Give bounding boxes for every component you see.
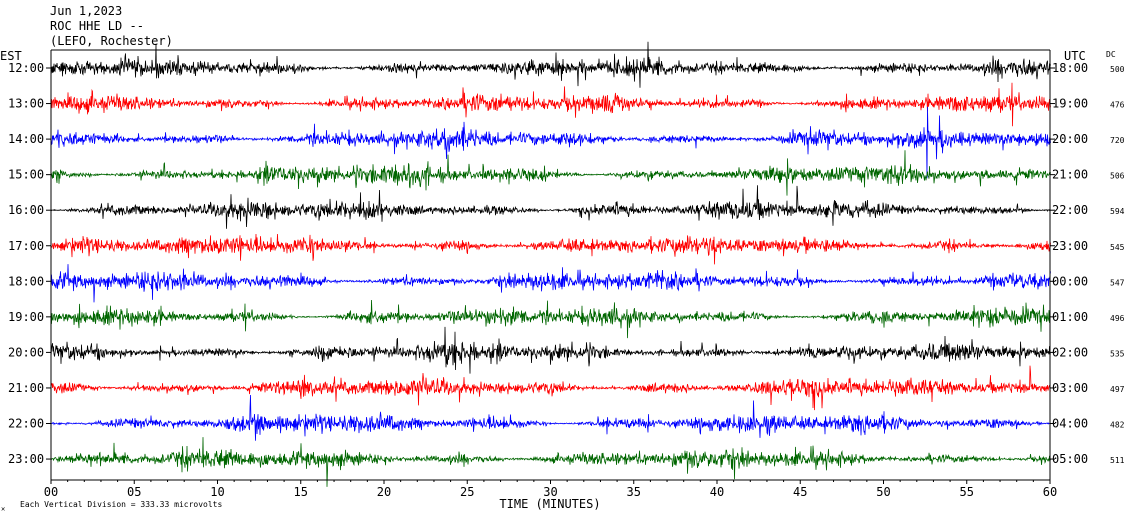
dc-value: 594 — [1110, 207, 1125, 216]
x-tick-label: 00 — [44, 485, 58, 499]
x-tick-label: 55 — [960, 485, 974, 499]
trace-1300 — [50, 82, 1051, 127]
x-tick-label: 35 — [627, 485, 641, 499]
utc-label: 18:00 — [1052, 61, 1088, 75]
dc-column-label: DC — [1106, 50, 1116, 59]
trace-1700 — [50, 233, 1051, 265]
dc-value: 500 — [1110, 65, 1125, 74]
dc-value: 482 — [1110, 421, 1125, 430]
x-tick-label: 50 — [876, 485, 890, 499]
dc-value: 496 — [1110, 314, 1125, 323]
x-axis-ticks: 00 05 10 15 20 25 30 35 40 45 50 55 60 — [44, 480, 1057, 499]
est-label: 23:00 — [8, 452, 44, 466]
utc-label: 04:00 — [1052, 417, 1088, 431]
x-tick-label: 40 — [710, 485, 724, 499]
est-label: 18:00 — [8, 274, 44, 288]
utc-label: 01:00 — [1052, 310, 1088, 324]
trace-2200 — [50, 394, 1051, 441]
trace-2000 — [50, 326, 1051, 374]
dc-value: 545 — [1110, 243, 1125, 252]
vertical-scale-note: Each Vertical Division = 333.33 microvol… — [20, 500, 222, 509]
trace-group — [50, 41, 1051, 487]
utc-label: 20:00 — [1052, 132, 1088, 146]
x-tick-label: 25 — [460, 485, 474, 499]
trace-1900 — [50, 299, 1051, 339]
x-tick-label: 60 — [1043, 485, 1057, 499]
est-label: 19:00 — [8, 310, 44, 324]
trace-1400 — [50, 106, 1051, 179]
est-label: 15:00 — [8, 168, 44, 182]
trace-1200 — [50, 41, 1051, 88]
footer-mark: ✕ — [1, 505, 5, 513]
x-tick-label: 30 — [543, 485, 557, 499]
est-axis-label: EST — [0, 49, 22, 63]
x-tick-label: 05 — [127, 485, 141, 499]
dc-value: 506 — [1110, 172, 1125, 181]
utc-label: 22:00 — [1052, 203, 1088, 217]
est-label: 12:00 — [8, 61, 44, 75]
x-axis-title: TIME (MINUTES) — [499, 497, 600, 511]
est-label: 13:00 — [8, 97, 44, 111]
dc-value: 720 — [1110, 136, 1125, 145]
dc-value: 497 — [1110, 385, 1125, 394]
station-channel: ROC HHE LD -- — [50, 19, 144, 33]
dc-value: 547 — [1110, 278, 1125, 287]
utc-label: 03:00 — [1052, 381, 1088, 395]
est-label: 20:00 — [8, 345, 44, 359]
dc-value: 535 — [1110, 349, 1125, 358]
utc-label: 19:00 — [1052, 97, 1088, 111]
utc-axis-label: UTC — [1064, 49, 1086, 63]
est-label: 14:00 — [8, 132, 44, 146]
dc-value: 511 — [1110, 456, 1125, 465]
trace-1500 — [51, 150, 1051, 196]
x-tick-label: 15 — [294, 485, 308, 499]
x-tick-label: 20 — [377, 485, 391, 499]
utc-label: 23:00 — [1052, 239, 1088, 253]
utc-label: 21:00 — [1052, 168, 1088, 182]
est-label: 22:00 — [8, 417, 44, 431]
trace-1800 — [50, 264, 1051, 303]
trace-1600 — [50, 185, 1051, 229]
utc-label: 02:00 — [1052, 345, 1088, 359]
station-location: (LEFO, Rochester) — [50, 34, 173, 48]
trace-2300 — [50, 437, 1051, 487]
x-tick-label: 10 — [210, 485, 224, 499]
utc-label: 00:00 — [1052, 274, 1088, 288]
station-date: Jun 1,2023 — [50, 4, 122, 18]
trace-2100 — [50, 365, 1051, 411]
est-label: 17:00 — [8, 239, 44, 253]
dc-value: 476 — [1110, 101, 1125, 110]
x-tick-label: 45 — [793, 485, 807, 499]
est-label: 16:00 — [8, 203, 44, 217]
row-labels: 12:00 18:00 500 13:00 19:00 476 14:00 20:00 720 1… — [8, 61, 1125, 466]
est-label: 21:00 — [8, 381, 44, 395]
utc-label: 05:00 — [1052, 452, 1088, 466]
